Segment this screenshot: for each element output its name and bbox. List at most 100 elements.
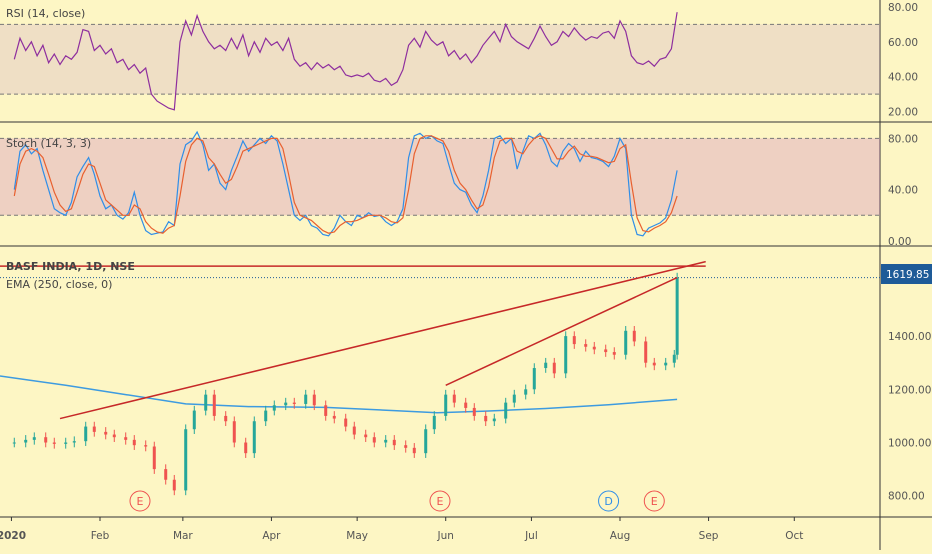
candle-body — [484, 415, 488, 422]
candle-body — [532, 368, 536, 390]
candle-body — [392, 439, 396, 446]
time-axis: 2020 Feb Mar Apr May Jun Jul Aug Sep Oct — [0, 517, 803, 542]
candle-body — [232, 421, 236, 443]
candle-body — [112, 434, 116, 438]
candle-body — [572, 336, 576, 345]
candle-body — [272, 405, 276, 411]
candle-body — [612, 352, 616, 355]
candle-body — [12, 442, 16, 444]
event-marker-label: D — [604, 495, 612, 508]
candle-body — [312, 394, 316, 406]
candle-body — [624, 330, 628, 355]
candle-body — [552, 362, 556, 374]
candle-body — [164, 469, 168, 480]
candle-body — [524, 389, 528, 395]
candle-body — [184, 429, 188, 491]
candle-body — [304, 394, 308, 404]
candle-body — [544, 362, 548, 369]
rsi-tick-label: 60.00 — [888, 37, 918, 49]
candle-body — [344, 418, 348, 427]
event-marker-circle — [598, 490, 620, 512]
candle-body — [292, 402, 296, 404]
time-tick-label: 2020 — [0, 530, 26, 542]
rsi-line-rsi — [13, 12, 678, 111]
event-marker-label: E — [437, 495, 444, 508]
candle-body — [652, 362, 656, 366]
candle-body — [192, 410, 196, 430]
candle-body — [412, 447, 416, 454]
rsi-tick-label: 80.00 — [888, 2, 918, 14]
price-tick-label: 800.00 — [888, 491, 925, 503]
candle-body — [152, 446, 156, 470]
time-tick-label: Oct — [785, 530, 803, 542]
time-tick-label: Jun — [437, 530, 454, 542]
candle-body — [584, 344, 588, 347]
rsi-tick-label: 20.00 — [888, 107, 918, 119]
candle-body — [512, 394, 516, 403]
time-tick-label: Feb — [91, 530, 110, 542]
candle-body — [492, 418, 496, 422]
candle-body — [204, 394, 208, 411]
time-tick-label: May — [346, 530, 368, 542]
trendline-1 — [59, 260, 706, 420]
candle-body — [172, 479, 176, 491]
candle-body — [132, 439, 136, 446]
time-tick-label: Sep — [699, 530, 719, 542]
stoch-tick-label: 0.00 — [888, 236, 911, 248]
candle-body — [244, 442, 248, 454]
event-marker-label: E — [651, 495, 658, 508]
candle-body — [32, 437, 36, 440]
time-tick-label: Mar — [173, 530, 193, 542]
candle-body — [675, 277, 679, 355]
trendline-2 — [445, 276, 678, 387]
rsi-band — [0, 24, 880, 95]
candle-body — [452, 394, 456, 403]
candle-body — [352, 426, 356, 435]
symbol-title: BASF INDIA, 1D, NSE — [6, 260, 135, 273]
stoch-line-pct-d — [13, 135, 678, 234]
price-tick-label: 1400.00 — [888, 331, 931, 343]
candle-body — [424, 429, 428, 454]
candle-body — [104, 431, 108, 435]
stoch-tick-label: 80.00 — [888, 133, 918, 145]
candle-body — [224, 415, 228, 422]
candle-body — [604, 349, 608, 353]
stoch-panel: 0.00 40.00 80.00 — [0, 130, 918, 248]
candle-body — [332, 415, 336, 419]
candle-body — [404, 445, 408, 448]
candle-body — [144, 445, 148, 447]
candle-body — [472, 407, 476, 416]
candle-body — [84, 426, 88, 442]
candle-body — [632, 330, 636, 342]
stoch-title: Stoch (14, 3, 3) — [6, 137, 91, 150]
candle-body — [212, 394, 216, 416]
candle-body — [432, 415, 436, 430]
stoch-band — [0, 138, 880, 216]
candle-body — [324, 405, 328, 416]
candle-body — [664, 362, 668, 366]
candle-body — [284, 402, 288, 406]
candle-body — [24, 439, 28, 443]
candle-body — [92, 426, 96, 432]
candle-body — [592, 346, 596, 350]
ema-title: EMA (250, close, 0) — [6, 278, 112, 291]
rsi-title: RSI (14, close) — [6, 7, 85, 20]
candle-body — [372, 437, 376, 443]
candle-body — [124, 437, 128, 440]
candle-body — [444, 394, 448, 416]
candle-body — [44, 437, 48, 443]
rsi-tick-label: 40.00 — [888, 72, 918, 84]
candle-body — [464, 402, 468, 408]
last-price-tag — [881, 264, 932, 284]
candle-body — [252, 421, 256, 454]
candle-body — [644, 341, 648, 363]
price-tick-label: 1200.00 — [888, 384, 931, 396]
candle-body — [384, 439, 388, 443]
candle-body — [364, 434, 368, 438]
event-marker-label: E — [137, 495, 144, 508]
price-tick-label: 1000.00 — [888, 438, 931, 450]
candle-body — [52, 442, 56, 444]
price-panel: 800.00 1000.00 1200.00 1400.00 E E D E — [0, 260, 931, 512]
